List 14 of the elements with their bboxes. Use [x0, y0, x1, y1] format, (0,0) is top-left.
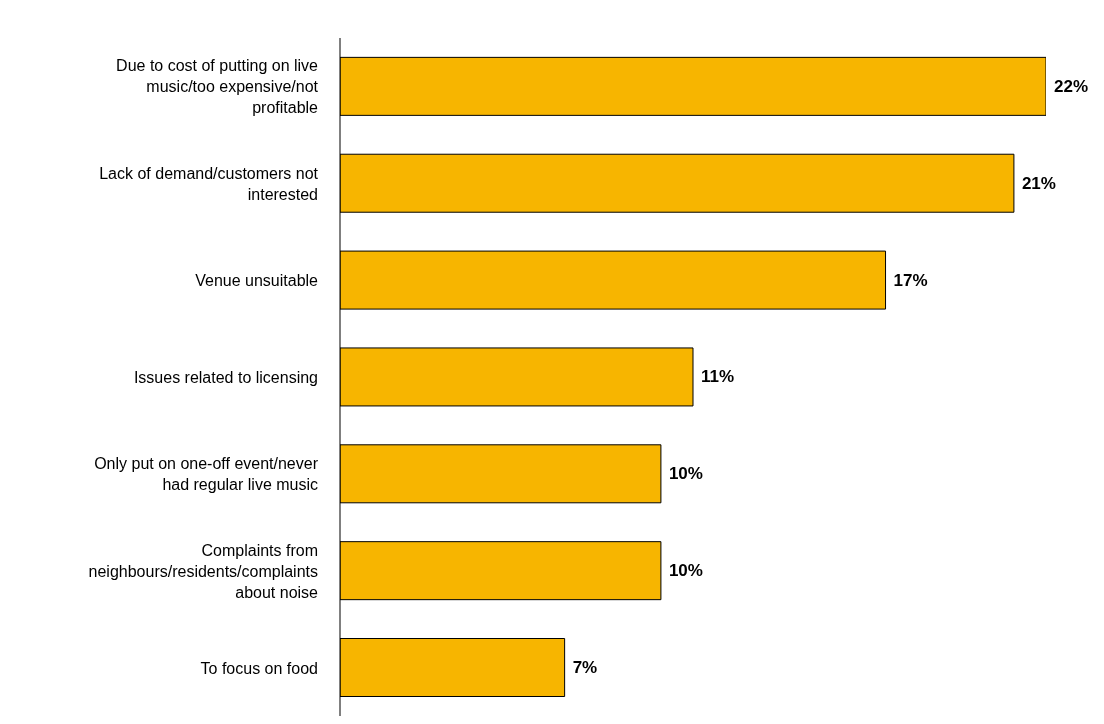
y-tick-label: To focus on food [200, 659, 318, 677]
data-label: 11% [701, 367, 735, 387]
data-label: 17% [893, 270, 928, 290]
y-tick-label: Only put on one-off event/never had regular live music [94, 454, 319, 493]
data-label: 10% [668, 561, 703, 581]
y-tick-label: Issues related to licensing [133, 368, 318, 386]
data-label: 22% [1054, 76, 1089, 96]
y-tick-label: Complaints from neighbours/residents/complaints about noise [88, 541, 319, 601]
data-label: 21% [1021, 173, 1056, 193]
y-tick-label: Venue unsuitable [195, 271, 319, 289]
data-label: 10% [668, 464, 703, 484]
y-tick-label: Lack of demand/customers not interested [99, 164, 319, 203]
data-label: 7% [572, 658, 598, 678]
y-tick-label: Due to cost of putting on live music/too expensive/not profitable [116, 56, 319, 116]
